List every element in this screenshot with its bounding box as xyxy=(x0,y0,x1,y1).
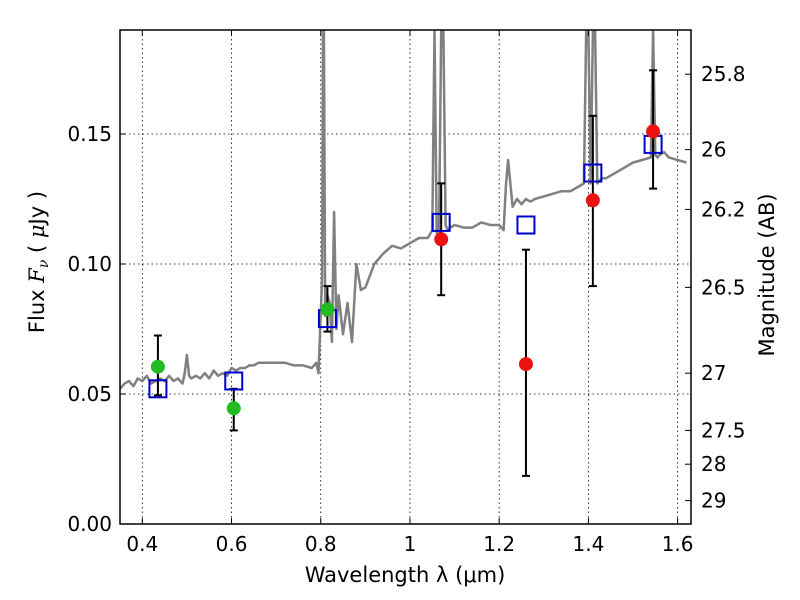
y-tick-label: 0.10 xyxy=(67,252,112,276)
plot-area xyxy=(120,30,687,477)
grid xyxy=(120,30,691,525)
red-photometry-point xyxy=(585,193,600,208)
y-tick-label: 0.00 xyxy=(67,512,112,536)
red-photometry-point xyxy=(434,232,449,247)
red-photometry-point xyxy=(518,357,533,372)
green-photometry-point xyxy=(320,302,335,317)
magnitude-tick-label: 26.2 xyxy=(701,197,746,221)
magnitude-tick-label: 28 xyxy=(701,452,726,476)
x-tick-label: 1.2 xyxy=(483,532,515,556)
x-tick-label: 0.8 xyxy=(305,532,337,556)
magnitude-tick-label: 26.5 xyxy=(701,275,746,299)
x-tick-label: 1.4 xyxy=(572,532,604,556)
y-axis-label-left: Flux Fν ( μJy ) xyxy=(25,191,52,333)
x-tick-label: 1 xyxy=(404,532,417,556)
model-band-square-point xyxy=(224,371,244,391)
magnitude-tick-label: 25.8 xyxy=(701,62,746,86)
magnitude-tick-label: 27.5 xyxy=(701,418,746,442)
x-tick-label: 0.4 xyxy=(126,532,158,556)
green-photometry-point xyxy=(150,359,165,374)
red-photometry-point xyxy=(646,124,661,139)
magnitude-tick-label: 26 xyxy=(701,138,726,162)
y-tick-label: 0.05 xyxy=(67,382,112,406)
plot-frame xyxy=(119,29,692,525)
y-axis-label-right: Magnitude (AB) xyxy=(755,193,779,356)
model-band-square-point xyxy=(431,212,451,232)
green-photometry-point xyxy=(226,401,241,416)
model-band-square-point xyxy=(583,163,603,183)
x-tick-label: 0.6 xyxy=(216,532,248,556)
x-axis-label: Wavelength λ (μm) xyxy=(305,563,506,587)
magnitude-tick-label: 27 xyxy=(701,361,726,385)
model-spectrum-line xyxy=(120,30,687,390)
model-band-square-point xyxy=(148,379,168,399)
x-tick-label: 1.6 xyxy=(662,532,694,556)
magnitude-tick-label: 29 xyxy=(701,489,726,513)
model-band-square-point xyxy=(516,215,536,235)
axes-ticks: 0.4 0.6 0.8 1 1.2 1.4 1.6 0.00 0.05 0.10 0.15 25.8 2… xyxy=(67,30,746,556)
y-tick-label: 0.15 xyxy=(67,122,112,146)
